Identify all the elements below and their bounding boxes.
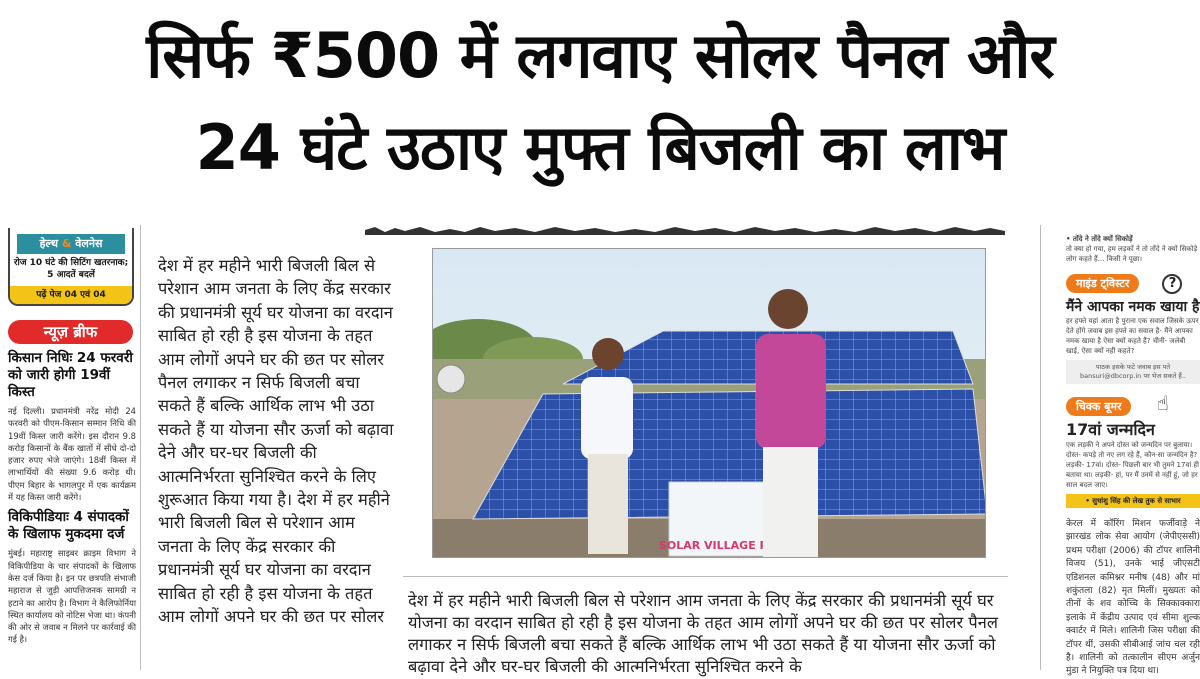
article-line: बचा सकते हैं बल्कि आर्थिक लाभ: [158, 373, 360, 416]
article-line: बिजली की आत्मनिर्भरता सुनिश्चित: [158, 443, 317, 486]
mind-twister-tag: माइंड ट्विस्टर: [1066, 274, 1140, 293]
column-divider: [1040, 225, 1041, 670]
article-line: केंद्र सरकार की प्रधानमंत्री सूर्य: [158, 279, 391, 322]
health-tag: हेल्थ & वेलनेस: [17, 234, 125, 254]
snippet-text: तो क्या हो गया, हम लड़कों ने तो तोंदे ने…: [1066, 245, 1198, 263]
article-line: बिल से परेशान आम जनता के: [158, 513, 355, 556]
headline-line-1: सिर्फ ₹500 में लगवाए सोलर पैनल और: [146, 19, 1055, 92]
article-line: पैनल लगाकर न सिर्फ बिजली: [158, 373, 331, 393]
joke-title: 17वां जन्मदिन: [1066, 420, 1155, 439]
news-brief-label: न्यूज़ ब्रीफ: [8, 320, 133, 344]
story2-body: मुंबई। महाराष्ट्र साइबर क्राइम विभाग ने …: [8, 548, 136, 645]
article-column: देश में हर महीने भारी बिजली बिल से परेशा…: [158, 254, 394, 629]
article-line: भी उठा सकते हैं या योजना सौर: [158, 396, 375, 439]
column-divider: [140, 225, 141, 670]
article-line: रही है इस योजना के तहत आम: [158, 326, 373, 369]
health-text: रोज 10 घंटे की सिटिंग खतरनाक; 5 आदतें बद…: [13, 258, 129, 280]
bottom-article-text: देश में हर महीने भारी बिजली बिल से परेशा…: [408, 590, 1028, 678]
left-column: हेल्थ & वेलनेस रोज 10 घंटे की सिटिंग खतर…: [8, 228, 136, 646]
mind-twister-text: हर हफ्ते यहां आता है पुराना एक सवाल जिसक…: [1066, 317, 1199, 355]
article-line: लोगों अपने घर की छत पर सोलर: [189, 607, 385, 627]
mind-twister-box: माइंड ट्विस्टर ? मैंने आपका नमक खाया है …: [1066, 272, 1200, 384]
health-footer: पढ़ें पेज 04 एवं 04: [10, 286, 132, 304]
right-story-text: केरल में कॉरिंग मिशन फर्जीवाड़े ने झारखं…: [1066, 519, 1200, 677]
torn-edge-divider: [365, 227, 1005, 235]
article-line: लोगों अपने घर की छत पर सोलर: [189, 349, 385, 369]
health-wellness-box[interactable]: हेल्थ & वेलनेस रोज 10 घंटे की सिटिंग खतर…: [8, 228, 134, 306]
article-line: देश में हर महीने भारी बिजली बिल: [158, 256, 359, 275]
joke-credit: • सुधांशु सिंह की लेख तुक से साभार: [1066, 494, 1200, 508]
article-line: करने के लिए शुरूआत किया गया: [158, 466, 376, 510]
article-line: से परेशान आम जनता के लिए: [158, 256, 376, 299]
snippet-heading: • तोंदे ने तोंदे क्यों सिकोड़ें: [1066, 235, 1133, 243]
mind-twister-note: पाठक इसके फटे जवाब इस पते bansuri@dbcorp…: [1066, 360, 1200, 384]
photo-divider: [403, 576, 1008, 577]
joke-tag: चिक्क बूमर: [1066, 397, 1132, 416]
article-line: घर योजना का वरदान साबित हो: [158, 302, 393, 346]
hand-gesture-icon: ☝: [1156, 391, 1169, 415]
story1-title: किसान निधिः 24 फरवरी को जारी होगी 19वीं …: [8, 350, 133, 400]
bottom-article-line: देश में हर महीने भारी बिजली बिल से परेशा…: [408, 591, 947, 610]
joke-text: एक लड़की ने अपने दोस्त को जन्मदिन पर बुल…: [1066, 441, 1199, 489]
joke-box: चिक्क बूमर ☝ 17वां जन्मदिन एक लड़की ने अ…: [1066, 392, 1200, 508]
article-line: है। देश में हर महीने भारी बिजली: [158, 490, 390, 533]
article-line: ऊर्जा को बढ़ावा देने और घर-घर: [158, 419, 394, 463]
headline-line-2: 24 घंटे उठाए मुफ्त बिजली का लाभ: [195, 111, 1006, 184]
question-icon: ?: [1162, 274, 1183, 294]
right-top-snippet: • तोंदे ने तोंदे क्यों सिकोड़ें तो क्या …: [1066, 234, 1200, 264]
story1-body: नई दिल्ली। प्रधानमंत्री नरेंद्र मोदी 24 …: [8, 406, 136, 503]
bottom-article-line: सूर्य घर योजना का वरदान साबित हो रही है …: [408, 591, 994, 632]
right-column: • तोंदे ने तोंदे क्यों सिकोड़ें तो क्या …: [1066, 234, 1200, 679]
solar-panel-photo: SOLAR VILLAGE PROJE: [432, 248, 986, 558]
article-line: सूर्य घर योजना का वरदान साबित: [158, 560, 371, 603]
bottom-article-line: पर सोलर पैनल लगाकर न सिर्फ बिजली बचा सकत…: [408, 613, 998, 654]
article-line: लिए केंद्र सरकार की प्रधानमंत्री: [158, 536, 336, 580]
sign-text: SOLAR VILLAGE PROJE: [659, 539, 797, 552]
article-line: हो रही है इस योजना के तहत आम: [158, 583, 373, 627]
mind-twister-title: मैंने आपका नमक खाया है: [1066, 299, 1200, 315]
story2-title: विकिपीडियाः 4 संपादकों के खिलाफ मुकदमा द…: [8, 509, 129, 543]
